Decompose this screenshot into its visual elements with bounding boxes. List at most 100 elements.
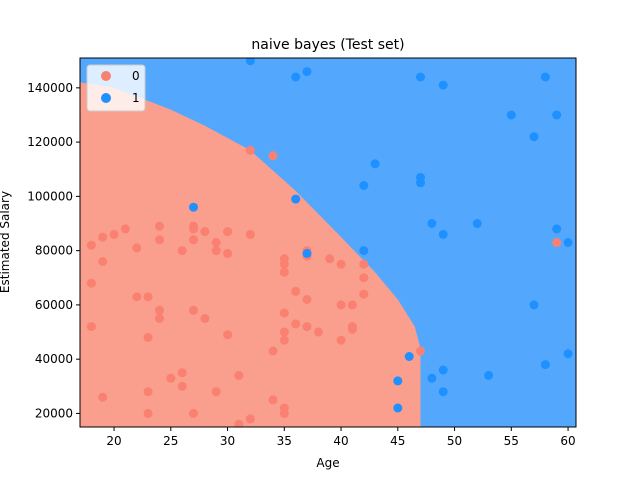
point-class-0 xyxy=(189,235,198,245)
x-axis-ticks: 20 25 30 35 40 45 50 55 60 xyxy=(106,427,576,448)
point-class-0 xyxy=(313,327,323,337)
point-class-0 xyxy=(155,221,164,231)
point-class-0 xyxy=(279,308,289,318)
point-class-0 xyxy=(223,330,233,340)
point-class-1 xyxy=(416,72,425,82)
point-class-0 xyxy=(177,368,187,378)
x-tick-label: 30 xyxy=(220,434,235,448)
x-tick-label: 20 xyxy=(106,434,121,448)
point-class-1 xyxy=(189,202,198,212)
point-class-0 xyxy=(336,335,346,345)
point-class-0 xyxy=(336,300,346,310)
point-class-0 xyxy=(268,346,278,356)
x-tick-label: 40 xyxy=(333,434,348,448)
point-class-0 xyxy=(189,408,198,418)
point-class-0 xyxy=(86,322,96,332)
point-class-0 xyxy=(177,381,187,391)
y-tick-label: 140000 xyxy=(27,81,73,95)
x-tick-label: 25 xyxy=(163,434,178,448)
point-class-1 xyxy=(506,110,516,120)
point-class-1 xyxy=(563,349,573,359)
point-class-0 xyxy=(166,373,176,383)
point-class-0 xyxy=(359,289,369,299)
legend-marker-class-1 xyxy=(101,93,111,103)
point-class-1 xyxy=(302,67,312,77)
x-axis-label: Age xyxy=(316,456,339,470)
legend-label-class-0: 0 xyxy=(132,69,140,83)
point-class-0 xyxy=(325,254,335,264)
point-class-1 xyxy=(427,219,437,228)
point-class-0 xyxy=(200,227,210,237)
point-class-0 xyxy=(98,392,108,402)
point-class-1 xyxy=(370,159,380,169)
point-class-0 xyxy=(86,240,96,250)
point-class-1 xyxy=(552,110,562,120)
point-class-0 xyxy=(211,387,221,397)
point-class-0 xyxy=(98,257,108,266)
class-0-region xyxy=(80,82,421,427)
point-class-0 xyxy=(143,292,153,302)
point-class-0 xyxy=(268,395,278,405)
y-tick-label: 40000 xyxy=(35,352,73,366)
point-class-1 xyxy=(359,246,369,256)
legend-marker-class-0 xyxy=(101,71,111,81)
point-class-0 xyxy=(177,246,187,256)
point-class-0 xyxy=(155,235,164,245)
point-class-0 xyxy=(302,295,312,304)
y-tick-label: 20000 xyxy=(35,406,73,420)
point-class-0 xyxy=(279,408,289,418)
point-class-1 xyxy=(552,224,562,234)
point-class-0 xyxy=(359,259,369,269)
chart-title: naive bayes (Test set) xyxy=(251,37,404,53)
point-class-0 xyxy=(143,333,153,342)
point-class-0 xyxy=(120,224,130,234)
point-class-1 xyxy=(540,360,550,370)
point-class-0 xyxy=(223,227,233,237)
point-class-1 xyxy=(529,132,539,142)
point-class-0 xyxy=(359,273,369,283)
x-tick-label: 60 xyxy=(560,434,575,448)
point-class-0 xyxy=(279,327,289,337)
plot-frame xyxy=(79,57,577,428)
point-class-1 xyxy=(404,352,414,361)
point-class-0 xyxy=(302,322,312,332)
point-class-0 xyxy=(552,238,562,247)
point-class-0 xyxy=(211,238,221,247)
point-class-1 xyxy=(416,178,425,188)
point-class-1 xyxy=(393,403,403,413)
point-class-0 xyxy=(200,314,210,323)
point-class-0 xyxy=(291,286,301,296)
point-class-1 xyxy=(438,229,448,239)
point-class-1 xyxy=(302,248,312,258)
point-class-0 xyxy=(234,419,244,427)
point-class-1 xyxy=(529,300,539,310)
point-class-0 xyxy=(245,229,255,239)
point-class-0 xyxy=(189,224,198,234)
data-points xyxy=(86,58,573,427)
point-class-1 xyxy=(438,365,448,375)
point-class-0 xyxy=(132,243,142,253)
point-class-0 xyxy=(336,259,346,269)
x-tick-label: 55 xyxy=(504,434,519,448)
point-class-1 xyxy=(472,219,482,228)
point-class-1 xyxy=(359,181,369,190)
point-class-0 xyxy=(155,305,164,315)
point-class-0 xyxy=(223,248,233,258)
x-tick-label: 45 xyxy=(390,434,405,448)
point-class-0 xyxy=(143,408,153,418)
legend-label-class-1: 1 xyxy=(132,91,140,105)
y-tick-label: 80000 xyxy=(35,244,73,258)
point-class-0 xyxy=(279,259,289,269)
x-tick-label: 35 xyxy=(277,434,292,448)
point-class-1 xyxy=(540,72,550,82)
point-class-0 xyxy=(155,314,164,323)
point-class-1 xyxy=(291,194,301,204)
y-axis-ticks: 20000 40000 60000 80000 100000 120000 140000 xyxy=(27,81,80,420)
y-axis-label: Estimated Salary xyxy=(0,191,12,293)
point-class-0 xyxy=(189,305,198,315)
decision-regions xyxy=(80,58,576,427)
point-class-1 xyxy=(563,238,573,247)
y-tick-label: 60000 xyxy=(35,298,73,312)
point-class-0 xyxy=(132,292,142,302)
